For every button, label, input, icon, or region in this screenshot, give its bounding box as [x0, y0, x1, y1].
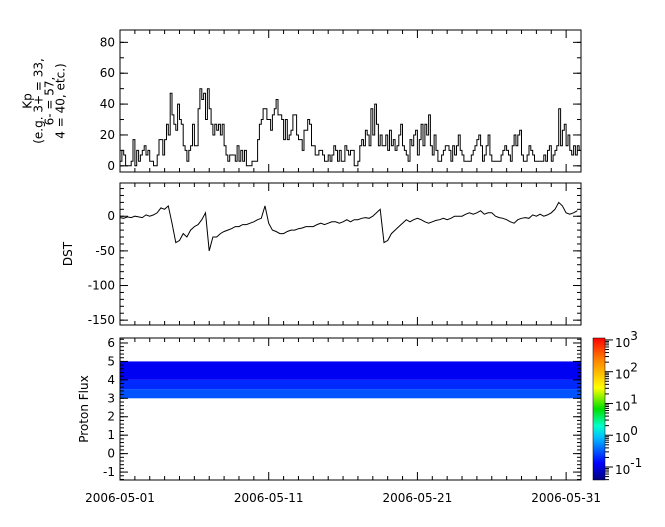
colorbar-tick-label: 101 [615, 392, 638, 413]
colorbar-gradient [592, 337, 606, 481]
y-axis-label-line: 6- = 57, [43, 77, 57, 126]
y-tick-label: 5 [107, 354, 115, 368]
y-tick-label: 0 [107, 209, 115, 223]
y-tick-label: -1 [103, 465, 115, 479]
y-tick-label: 40 [100, 97, 115, 111]
y-tick-label: 2 [107, 410, 115, 424]
y-tick-label: 0 [107, 159, 115, 173]
proton-flux-panel: -1 0 1 2 3 4 5 6 Proton Flux [77, 336, 582, 481]
y-axis-label-line: 4 = 40, etc.) [54, 63, 68, 138]
y-tick-label: -150 [88, 313, 115, 327]
y-tick-label: 60 [100, 66, 115, 80]
heatmap-bin-1 [120, 379, 581, 390]
y-tick-label: 80 [100, 35, 115, 49]
y-tick-label: -100 [88, 279, 115, 293]
x-tick-label: 2006-05-31 [531, 491, 601, 505]
y-tick-label: 20 [100, 128, 115, 142]
y-tick-label: 4 [107, 373, 115, 387]
colorbar-tick-label: 10-1 [615, 456, 642, 477]
colorbar: 103 102 101 100 10-1 [592, 329, 642, 481]
colorbar-tick-label: 100 [615, 424, 638, 445]
y-axis-label-line: Kp [21, 93, 35, 109]
x-tick-label: 2006-05-01 [85, 491, 155, 505]
y-axis-label-line: (e.g. 3+ = 33, [32, 58, 46, 144]
kp-panel: 0 20 40 60 80 Kp(e.g. 3+ = 33,6- = 57,4 = 40,… [21, 29, 582, 173]
dst-series-line [119, 201, 578, 252]
x-tick-label: 2006-05-21 [383, 491, 453, 505]
y-tick-label: 6 [107, 336, 115, 350]
y-tick-label: -50 [95, 244, 115, 258]
heatmap-bin-0 [120, 389, 581, 399]
x-axis-labels: 2006-05-01 2006-05-11 2006-05-21 2006-05-31 [85, 491, 601, 505]
y-tick-label: 1 [107, 428, 115, 442]
colorbar-tick-label: 102 [615, 361, 638, 382]
x-tick-label: 2006-05-11 [234, 491, 304, 505]
panel-frame [119, 337, 582, 481]
y-axis-label: Proton Flux [77, 375, 91, 442]
heatmap-bin-2 [120, 361, 581, 380]
y-axis-label: DST [61, 241, 75, 266]
kp-series-line [120, 88, 581, 167]
colorbar-tick-label: 103 [615, 329, 638, 350]
y-tick-label: 0 [107, 447, 115, 461]
dst-panel: 0 -50 -100 -150 DST [61, 182, 582, 327]
panel-frame [119, 182, 582, 326]
y-tick-label: 3 [107, 391, 115, 405]
panel-frame [119, 29, 582, 173]
